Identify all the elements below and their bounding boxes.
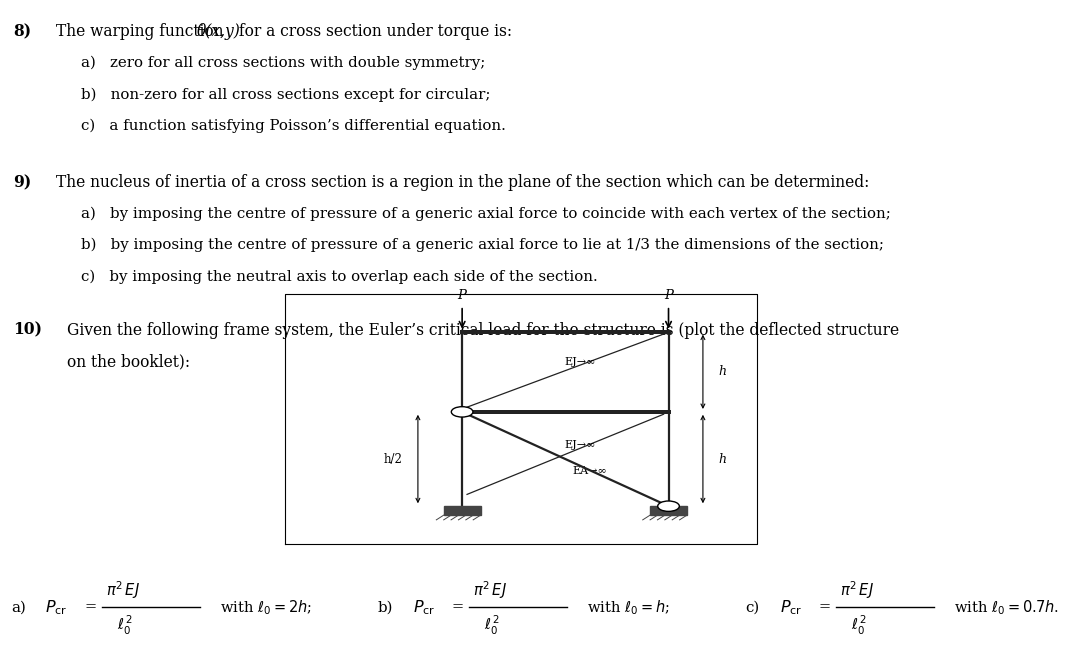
Text: h: h bbox=[718, 365, 727, 378]
Text: =: = bbox=[819, 600, 831, 614]
Text: $P_{\rm cr}$: $P_{\rm cr}$ bbox=[780, 598, 802, 616]
Text: c): c) bbox=[745, 600, 759, 614]
Text: $\pi^2\,EJ$: $\pi^2\,EJ$ bbox=[106, 580, 139, 601]
Text: $P_{\rm cr}$: $P_{\rm cr}$ bbox=[413, 598, 435, 616]
Text: for a cross section under torque is:: for a cross section under torque is: bbox=[234, 23, 513, 41]
Text: EJ→∞: EJ→∞ bbox=[565, 440, 596, 450]
Text: P: P bbox=[664, 289, 673, 302]
Text: The warping function: The warping function bbox=[56, 23, 229, 41]
Text: $\ell_0^{\,2}$: $\ell_0^{\,2}$ bbox=[484, 614, 500, 638]
Text: a)   by imposing the centre of pressure of a generic axial force to coincide wit: a) by imposing the centre of pressure of… bbox=[81, 206, 891, 221]
Text: on the booklet):: on the booklet): bbox=[67, 354, 190, 371]
Text: h/2: h/2 bbox=[383, 452, 403, 466]
Text: c)   by imposing the neutral axis to overlap each side of the section.: c) by imposing the neutral axis to overl… bbox=[81, 270, 597, 285]
Text: $\pi^2\,EJ$: $\pi^2\,EJ$ bbox=[473, 580, 507, 601]
Text: P: P bbox=[458, 289, 467, 302]
Text: 10): 10) bbox=[13, 322, 42, 339]
Text: b)   by imposing the centre of pressure of a generic axial force to lie at 1/3 t: b) by imposing the centre of pressure of… bbox=[81, 238, 885, 253]
Text: =: = bbox=[84, 600, 96, 614]
Text: with $\ell_0 = h$;: with $\ell_0 = h$; bbox=[578, 598, 670, 616]
Text: with $\ell_0 = 2h$;: with $\ell_0 = 2h$; bbox=[211, 598, 312, 616]
Text: θ(x,y): θ(x,y) bbox=[197, 23, 241, 41]
Text: a)   zero for all cross sections with double symmetry;: a) zero for all cross sections with doub… bbox=[81, 55, 485, 70]
Text: EJ→∞: EJ→∞ bbox=[565, 357, 596, 367]
Text: c)   a function satisfying Poisson’s differential equation.: c) a function satisfying Poisson’s diffe… bbox=[81, 119, 505, 134]
Text: =: = bbox=[451, 600, 463, 614]
Bar bbox=[650, 506, 687, 515]
Text: $P_{\rm cr}$: $P_{\rm cr}$ bbox=[45, 598, 68, 616]
Text: 8): 8) bbox=[13, 23, 31, 41]
Text: Given the following frame system, the Euler’s critical load for the structure is: Given the following frame system, the Eu… bbox=[67, 322, 899, 339]
Text: 9): 9) bbox=[13, 174, 31, 192]
Text: EA→∞: EA→∞ bbox=[572, 465, 607, 476]
Circle shape bbox=[658, 501, 679, 511]
Text: h: h bbox=[718, 452, 727, 466]
Bar bbox=[444, 506, 481, 515]
Circle shape bbox=[451, 407, 473, 417]
Text: a): a) bbox=[11, 600, 26, 614]
Text: $\ell_0^{\,2}$: $\ell_0^{\,2}$ bbox=[117, 614, 133, 638]
Text: $\pi^2\,EJ$: $\pi^2\,EJ$ bbox=[840, 580, 874, 601]
Text: $\ell_0^{\,2}$: $\ell_0^{\,2}$ bbox=[851, 614, 867, 638]
Text: b)   non-zero for all cross sections except for circular;: b) non-zero for all cross sections excep… bbox=[81, 87, 490, 102]
Text: b): b) bbox=[378, 600, 393, 614]
Text: with $\ell_0 = 0.7h$.: with $\ell_0 = 0.7h$. bbox=[945, 598, 1059, 616]
Text: The nucleus of inertia of a cross section is a region in the plane of the sectio: The nucleus of inertia of a cross sectio… bbox=[56, 174, 869, 192]
